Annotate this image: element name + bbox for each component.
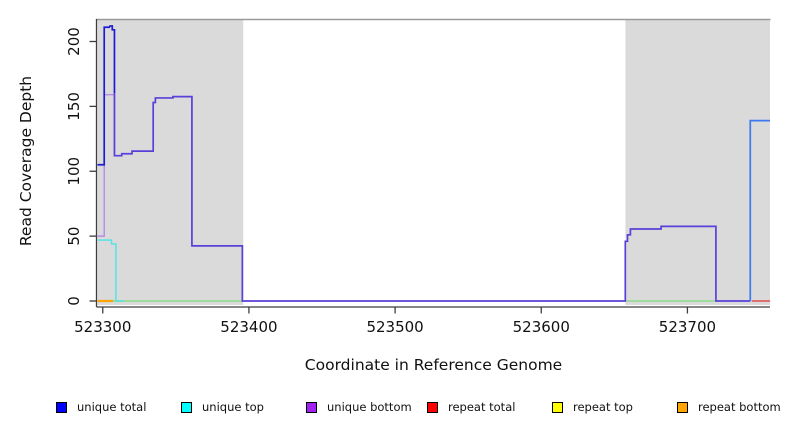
legend-label: repeat bottom (698, 400, 781, 414)
legend-label: repeat top (573, 400, 633, 414)
repeat-region-shade (97, 20, 244, 305)
x-tick-label: 523400 (220, 318, 277, 336)
x-tick-label: 523700 (659, 318, 716, 336)
legend-label: unique top (202, 400, 264, 414)
legend-label: repeat total (448, 400, 516, 414)
legend-swatch-icon (677, 401, 688, 413)
x-tick-label: 523300 (74, 318, 131, 336)
legend-item-repeat-bottom: repeat bottom (677, 398, 781, 416)
x-tick-label: 523500 (366, 318, 423, 336)
legend-item-unique-top: unique top (181, 398, 264, 416)
x-axis-title: Coordinate in Reference Genome (304, 356, 563, 374)
y-tick-label: 50 (65, 227, 83, 246)
legend-swatch-icon (181, 401, 192, 413)
legend-label: unique total (77, 400, 147, 414)
coverage-chart: 523300 523400 523500 523600 523700 0 50 100 150 2… (65, 18, 771, 336)
legend-swatch-icon (427, 401, 438, 413)
y-tick-label: 100 (65, 157, 83, 186)
repeat-region-shade (625, 20, 770, 305)
y-tick-label: 150 (65, 92, 83, 121)
y-tick-label: 0 (65, 296, 83, 306)
legend: unique total unique top unique bottom repea… (0, 398, 792, 422)
legend-item-repeat-total: repeat total (427, 398, 515, 416)
legend-swatch-icon (306, 401, 317, 413)
legend-swatch-icon (552, 401, 563, 413)
y-axis-title: Read Coverage Depth (17, 75, 35, 247)
series-unique-top (97, 239, 124, 302)
legend-swatch-icon (56, 401, 67, 413)
x-tick-label: 523600 (513, 318, 570, 336)
series-unique-total-left-peak- (97, 25, 116, 166)
legend-label: unique bottom (327, 400, 412, 414)
legend-item-unique-total: unique total (56, 398, 146, 416)
legend-item-unique-bottom: unique bottom (306, 398, 412, 416)
series-unique-total-right-spike- (749, 119, 770, 301)
y-tick-label: 200 (65, 27, 83, 56)
legend-item-repeat-top: repeat top (552, 398, 633, 416)
series-unique-total-bottom-merged (113, 93, 751, 302)
